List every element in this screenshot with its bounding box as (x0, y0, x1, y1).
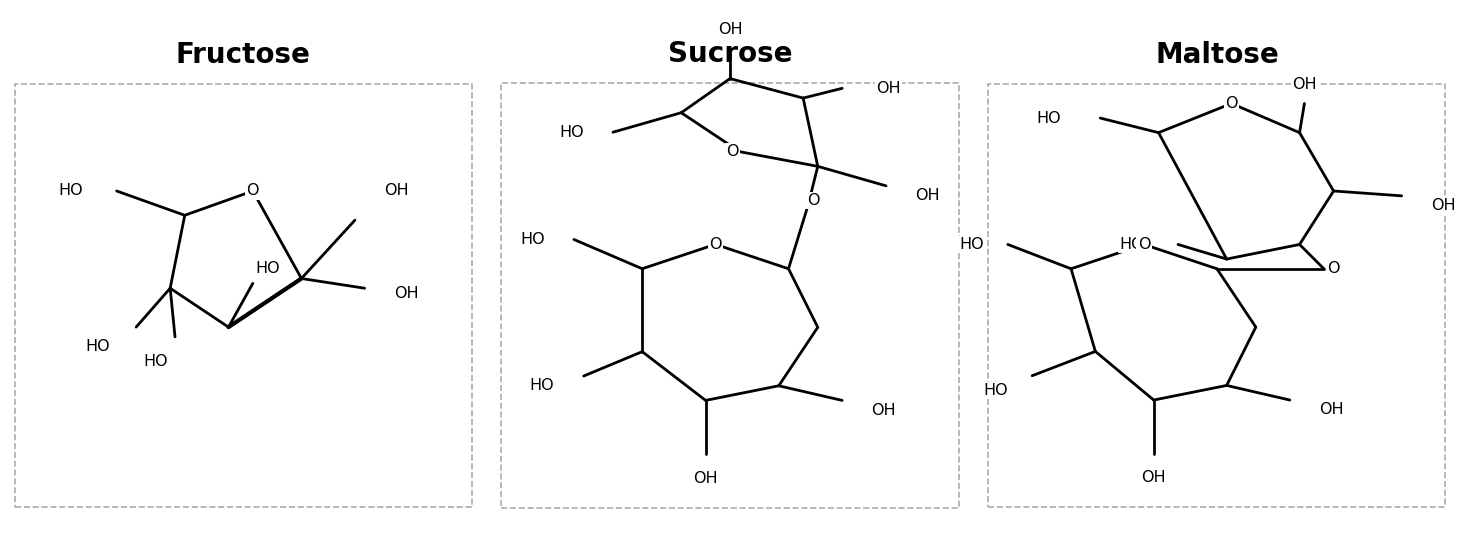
Text: OH: OH (394, 286, 419, 301)
Text: OH: OH (1318, 402, 1343, 417)
Text: O: O (806, 193, 819, 208)
Text: HO: HO (1037, 110, 1061, 125)
Text: Sucrose: Sucrose (667, 40, 793, 68)
Text: HO: HO (255, 261, 280, 276)
Text: O: O (726, 144, 739, 159)
Text: OH: OH (1142, 470, 1167, 485)
Text: HO: HO (520, 232, 545, 247)
Text: HO: HO (1120, 237, 1145, 252)
Text: HO: HO (959, 237, 984, 252)
Text: OH: OH (1431, 198, 1456, 213)
Text: OH: OH (876, 81, 901, 96)
Text: O: O (710, 237, 721, 252)
Text: OH: OH (718, 22, 742, 37)
Text: HO: HO (983, 383, 1007, 398)
Text: Maltose: Maltose (1155, 41, 1279, 69)
Text: HO: HO (559, 125, 584, 140)
Text: OH: OH (872, 403, 896, 418)
Text: OH: OH (384, 183, 409, 198)
Text: O: O (1225, 96, 1238, 111)
Text: HO: HO (530, 378, 555, 393)
Text: OH: OH (1292, 76, 1317, 91)
Text: O: O (1137, 237, 1150, 252)
Text: OH: OH (694, 471, 718, 486)
Text: O: O (1327, 261, 1340, 276)
Text: Fructose: Fructose (175, 41, 311, 69)
Text: OH: OH (915, 188, 940, 203)
Text: O: O (247, 183, 258, 198)
Text: HO: HO (85, 339, 110, 354)
Text: HO: HO (143, 354, 168, 369)
Text: HO: HO (58, 183, 83, 198)
